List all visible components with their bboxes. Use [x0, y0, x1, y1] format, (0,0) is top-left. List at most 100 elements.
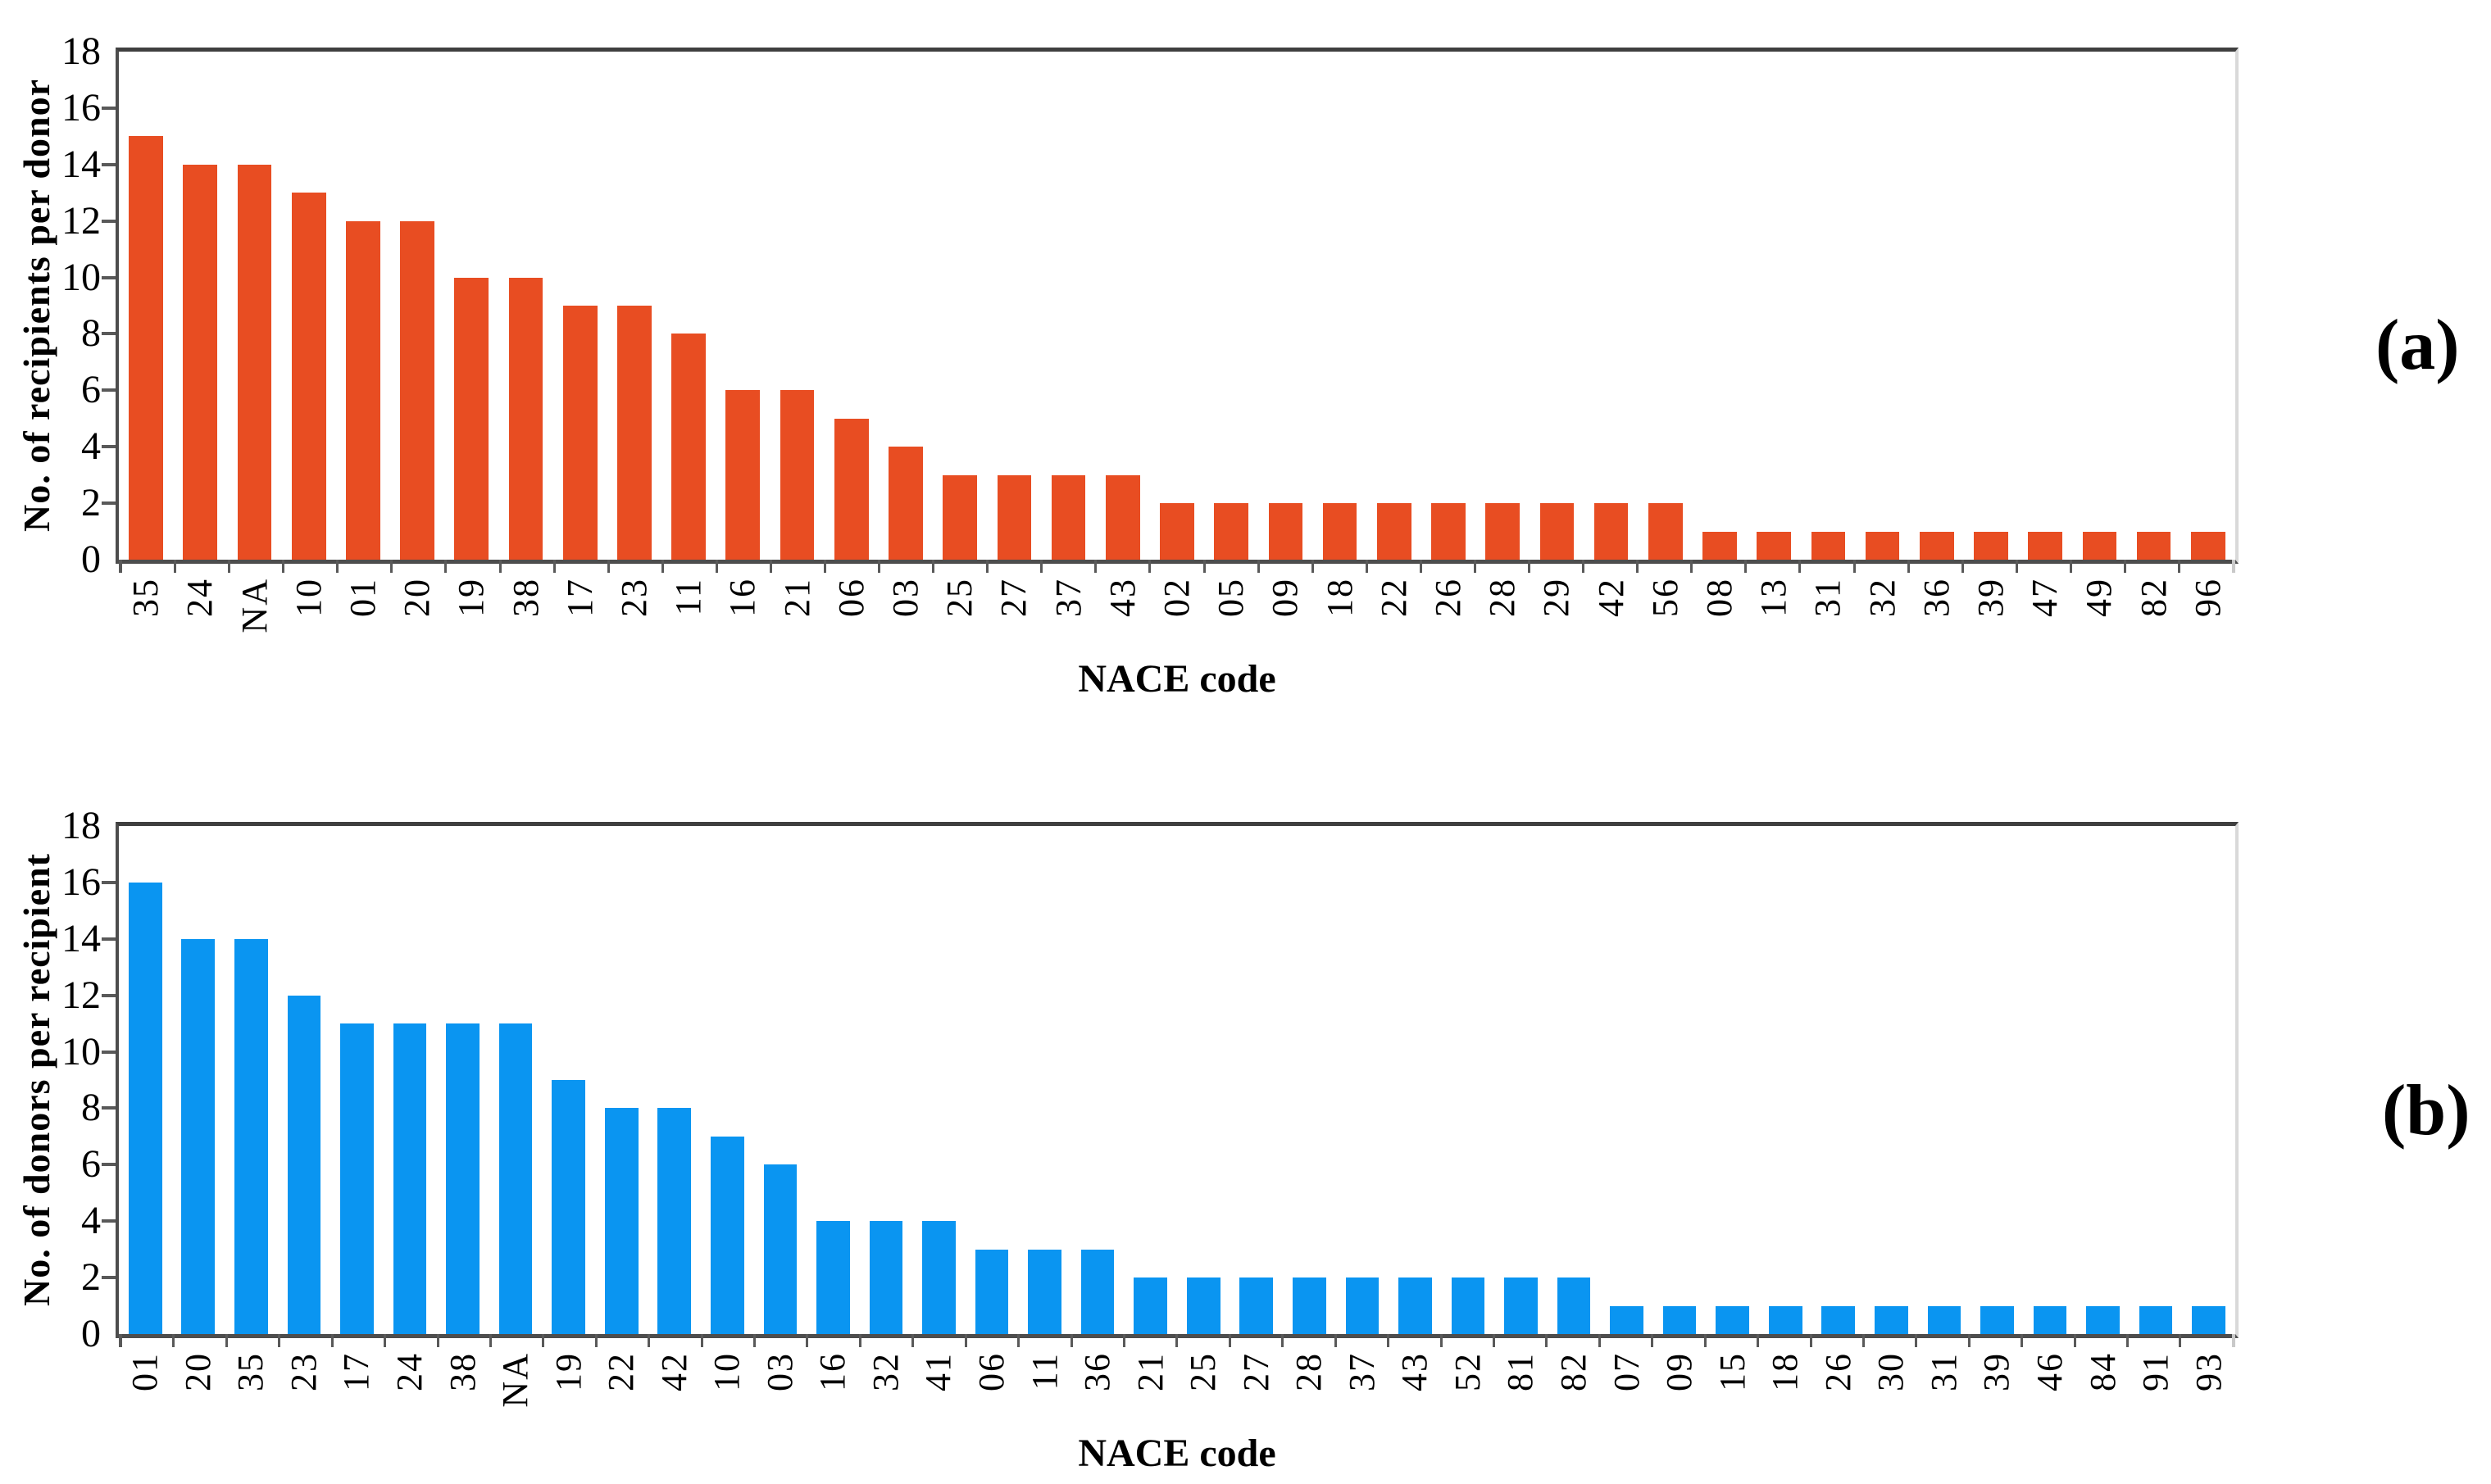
bar — [1268, 503, 1303, 560]
bar-cell — [542, 826, 595, 1334]
y-tick-label: 2 — [81, 1255, 101, 1300]
bar — [1345, 1278, 1380, 1334]
bar — [1593, 503, 1629, 560]
x-tick-mark — [1693, 560, 1748, 573]
x-tick-label: 19 — [548, 1352, 589, 1391]
y-tick-label: 6 — [81, 368, 101, 412]
x-label-cell: 03 — [754, 1352, 807, 1408]
x-tick-mark — [1865, 1334, 1918, 1347]
bar-cell — [384, 826, 437, 1334]
bar-cell — [1918, 826, 1971, 1334]
bar-cell — [825, 52, 879, 560]
x-tick-label: 08 — [1698, 578, 1739, 617]
bar — [1376, 503, 1411, 560]
y-tick-mark — [102, 332, 116, 336]
bar — [2136, 531, 2171, 560]
bar-cell — [607, 52, 661, 560]
x-label-cell: 09 — [1653, 1352, 1707, 1408]
bar — [552, 1080, 585, 1334]
bar — [816, 1221, 850, 1334]
bar-cell — [2024, 826, 2077, 1334]
bar — [562, 306, 598, 560]
x-label-cell: 22 — [595, 1352, 648, 1408]
x-tick-label: NA — [234, 578, 275, 633]
bar-cell — [436, 826, 489, 1334]
x-tick-mark — [439, 1334, 492, 1347]
bar-cell — [770, 52, 824, 560]
bar-cell — [987, 52, 1041, 560]
x-tick-label: 01 — [342, 578, 383, 617]
x-label-cell: 93 — [2182, 1352, 2235, 1408]
x-tick-mark — [2072, 560, 2126, 573]
x-tick-mark — [447, 560, 502, 573]
bar-cell — [2072, 52, 2126, 560]
bar — [1214, 503, 1249, 560]
x-tick-mark — [502, 560, 556, 573]
bar-cell — [553, 52, 607, 560]
plot-area-b: 01 20 35 23 17 24 38 NA 19 22 42 10 03 16 32 41 06 11 36 21… — [61, 806, 2239, 1475]
bar — [2086, 1305, 2120, 1334]
bar — [1504, 1278, 1538, 1334]
bar-cell — [1124, 826, 1177, 1334]
x-label-cell: 01 — [119, 1352, 172, 1408]
bar-cell — [119, 52, 173, 560]
x-label-cell: 22 — [1367, 578, 1421, 633]
x-tick-label: 96 — [2187, 578, 2228, 617]
x-label-cell: 37 — [1041, 578, 1095, 633]
x-tick-label: 49 — [2079, 578, 2120, 617]
bar — [725, 390, 761, 560]
x-tick-label: 37 — [1048, 578, 1089, 617]
bar-cell — [1759, 826, 1812, 1334]
bar-cell — [1812, 826, 1866, 1334]
x-label-cell: 39 — [1964, 578, 2018, 633]
x-label-cell: 27 — [987, 578, 1041, 633]
x-tick-mark — [1151, 560, 1206, 573]
x-tick-label: 30 — [1871, 1352, 1911, 1391]
bar-cell — [595, 826, 648, 1334]
x-tick-label: 05 — [1211, 578, 1252, 617]
x-label-cell: 29 — [1530, 578, 1584, 633]
x-tick-mark — [1422, 560, 1476, 573]
bar — [1919, 531, 1954, 560]
y-tick-mark — [102, 1219, 116, 1223]
x-tick-label: 84 — [2082, 1352, 2123, 1391]
bar — [671, 334, 706, 560]
x-axis-title-a: NACE code — [1078, 657, 1276, 701]
bar — [393, 1023, 427, 1334]
x-tick-mark — [1206, 560, 1260, 573]
x-label-cell: 43 — [1389, 1352, 1442, 1408]
x-label-cell: 39 — [1971, 1352, 2024, 1408]
x-tick-label: 22 — [601, 1352, 642, 1391]
bar-cell — [225, 826, 278, 1334]
x-label-cell: 06 — [825, 578, 879, 633]
bar — [1702, 531, 1737, 560]
x-tick-mark — [1314, 560, 1368, 573]
x-label-cell: 38 — [436, 1352, 489, 1408]
x-axis-labels-a: 35 24 NA 10 01 20 19 38 17 23 11 16 21 06 03 25 27 37 43 02… — [119, 578, 2235, 633]
x-tick-label: 32 — [865, 1352, 906, 1391]
x-tick-mark — [1020, 1334, 1073, 1347]
x-tick-label: 35 — [230, 1352, 271, 1391]
x-label-cell: 30 — [1865, 1352, 1918, 1408]
x-label-cell: 35 — [119, 578, 173, 633]
x-tick-label: 41 — [918, 1352, 959, 1391]
bar — [128, 882, 162, 1334]
bar-cell — [1747, 52, 1801, 560]
bar — [181, 938, 216, 1334]
x-label-cell: 49 — [2072, 578, 2126, 633]
y-tick-mark — [102, 219, 116, 223]
bar-cell — [1071, 826, 1125, 1334]
x-tick-label: 16 — [722, 578, 763, 617]
x-tick-mark — [1653, 1334, 1707, 1347]
bar-cell — [1442, 826, 1495, 1334]
x-tick-mark — [914, 1334, 967, 1347]
bar — [1160, 503, 1194, 560]
bar-cell — [701, 826, 754, 1334]
x-tick-label: 06 — [830, 578, 871, 617]
bar — [129, 136, 163, 560]
x-tick-label: 32 — [1861, 578, 1902, 617]
x-tick-mark — [1639, 560, 1693, 573]
plot-area-a: 35 24 NA 10 01 20 19 38 17 23 11 16 21 06 03 25 27 37 43 02… — [61, 32, 2239, 701]
x-tick-mark — [2018, 560, 2072, 573]
x-tick-label: 16 — [812, 1352, 853, 1391]
